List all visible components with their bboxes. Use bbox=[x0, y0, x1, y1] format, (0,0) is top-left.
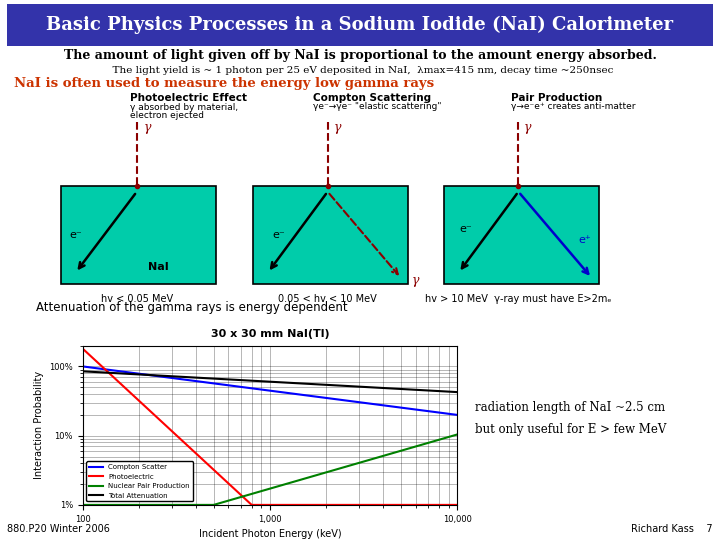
Total Attenuation bbox=[301, 381, 310, 387]
Text: γ: γ bbox=[412, 274, 419, 287]
Line: Nuclear Pair Production: Nuclear Pair Production bbox=[83, 435, 457, 505]
Photoelectric bbox=[453, 502, 462, 508]
FancyBboxPatch shape bbox=[7, 4, 713, 46]
FancyBboxPatch shape bbox=[444, 186, 599, 284]
Compton Scatter bbox=[78, 363, 87, 370]
Nuclear Pair Production bbox=[301, 475, 310, 482]
Text: e⁻: e⁻ bbox=[272, 230, 285, 240]
Text: γe⁻→γe⁻ "elastic scattering": γe⁻→γe⁻ "elastic scattering" bbox=[313, 102, 441, 111]
Total Attenuation bbox=[385, 385, 394, 392]
Line: Photoelectric: Photoelectric bbox=[83, 349, 457, 505]
Compton Scatter bbox=[385, 403, 394, 409]
Text: Richard Kass    7: Richard Kass 7 bbox=[631, 523, 713, 534]
Nuclear Pair Production bbox=[281, 481, 289, 488]
Text: e⁺: e⁺ bbox=[578, 235, 591, 245]
Text: Attenuation of the gamma rays is energy dependent: Attenuation of the gamma rays is energy … bbox=[36, 301, 348, 314]
Compton Scatter bbox=[281, 389, 289, 396]
Nuclear Pair Production bbox=[258, 488, 267, 494]
Text: γ: γ bbox=[144, 122, 151, 134]
Text: Compton Scattering: Compton Scattering bbox=[313, 93, 431, 103]
Text: e⁻: e⁻ bbox=[69, 230, 82, 240]
Compton Scatter bbox=[444, 410, 452, 417]
Compton Scatter bbox=[453, 411, 462, 418]
Photoelectric bbox=[386, 502, 395, 508]
Text: Basic Physics Processes in a Sodium Iodide (NaI) Calorimeter: Basic Physics Processes in a Sodium Iodi… bbox=[46, 16, 674, 34]
Compton Scatter bbox=[301, 392, 310, 399]
Legend: Compton Scatter, Photoelectric, Nuclear Pair Production, Total Attenuation: Compton Scatter, Photoelectric, Nuclear … bbox=[86, 462, 193, 502]
Text: γ: γ bbox=[333, 122, 341, 134]
Photoelectric bbox=[302, 502, 311, 508]
Compton Scatter bbox=[258, 387, 267, 393]
Nuclear Pair Production bbox=[256, 488, 265, 495]
Text: 880.P20 Winter 2006: 880.P20 Winter 2006 bbox=[7, 523, 110, 534]
Text: Photoelectric Effect: Photoelectric Effect bbox=[130, 93, 246, 103]
Total Attenuation bbox=[256, 378, 265, 384]
Text: γ→e⁻e⁺ creates anti-matter: γ→e⁻e⁺ creates anti-matter bbox=[511, 102, 636, 111]
Text: 0.05 < hv < 10 MeV: 0.05 < hv < 10 MeV bbox=[278, 294, 377, 303]
Nuclear Pair Production bbox=[453, 431, 462, 438]
Text: e⁻: e⁻ bbox=[459, 225, 472, 234]
Text: NaI: NaI bbox=[148, 262, 168, 272]
FancyBboxPatch shape bbox=[61, 186, 216, 284]
Photoelectric bbox=[259, 502, 268, 508]
Photoelectric bbox=[257, 502, 266, 508]
FancyBboxPatch shape bbox=[253, 186, 408, 284]
Total Attenuation bbox=[453, 389, 462, 395]
Text: radiation length of NaI ~2.5 cm
but only useful for E > few MeV: radiation length of NaI ~2.5 cm but only… bbox=[475, 402, 667, 435]
Compton Scatter bbox=[256, 386, 265, 393]
Photoelectric bbox=[445, 502, 454, 508]
Total Attenuation bbox=[258, 378, 267, 384]
Nuclear Pair Production bbox=[444, 434, 452, 440]
X-axis label: Incident Photon Energy (keV): Incident Photon Energy (keV) bbox=[199, 529, 341, 539]
Total Attenuation bbox=[78, 368, 87, 375]
Line: Total Attenuation: Total Attenuation bbox=[83, 372, 457, 392]
Y-axis label: Interaction Probability: Interaction Probability bbox=[34, 371, 44, 480]
Text: γ: γ bbox=[524, 122, 531, 134]
Text: γ absorbed by material,: γ absorbed by material, bbox=[130, 104, 238, 112]
Total Attenuation bbox=[444, 388, 452, 395]
Text: Pair Production: Pair Production bbox=[511, 93, 603, 103]
Text: hv < 0.05 MeV: hv < 0.05 MeV bbox=[101, 294, 173, 303]
Nuclear Pair Production bbox=[385, 451, 394, 457]
Photoelectric bbox=[282, 502, 290, 508]
Line: Compton Scatter: Compton Scatter bbox=[83, 367, 457, 415]
Nuclear Pair Production bbox=[78, 502, 87, 508]
Text: NaI is often used to measure the energy low gamma rays: NaI is often used to measure the energy … bbox=[14, 77, 435, 90]
Photoelectric bbox=[248, 502, 257, 508]
Text: electron ejected: electron ejected bbox=[130, 111, 204, 120]
Text: hv > 10 MeV  γ-ray must have E>2mₑ: hv > 10 MeV γ-ray must have E>2mₑ bbox=[425, 294, 612, 303]
Title: 30 x 30 mm NaI(Tl): 30 x 30 mm NaI(Tl) bbox=[211, 329, 329, 339]
Text: The amount of light given off by NaI is proportional to the amount energy absorb: The amount of light given off by NaI is … bbox=[63, 49, 657, 62]
Text: The light yield is ~ 1 photon per 25 eV deposited in NaI,  λmax=415 nm, decay ti: The light yield is ~ 1 photon per 25 eV … bbox=[107, 66, 613, 75]
Photoelectric bbox=[78, 346, 87, 352]
Total Attenuation bbox=[281, 379, 289, 386]
